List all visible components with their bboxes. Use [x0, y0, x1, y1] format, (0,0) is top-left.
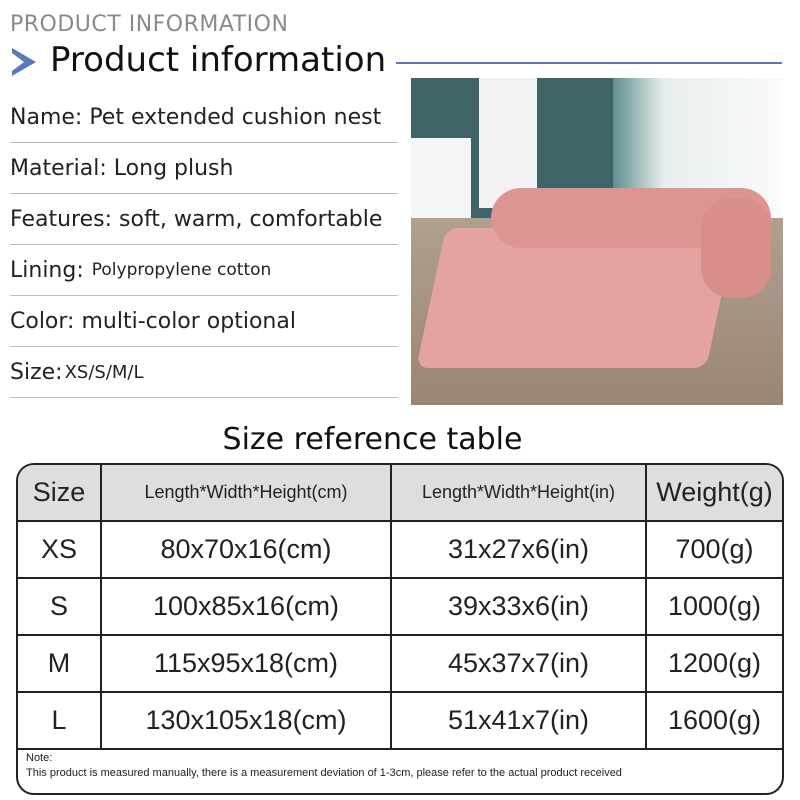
cell: M	[18, 636, 102, 691]
cell: 115x95x18(cm)	[102, 636, 392, 691]
cell: 31x27x6(in)	[392, 522, 647, 577]
header-cell: Size	[18, 465, 102, 520]
cell: 45x37x7(in)	[392, 636, 647, 691]
table-note: Note: This product is measured manually,…	[26, 751, 622, 781]
table-row: L 130x105x18(cm) 51x41x7(in) 1600(g)	[18, 693, 782, 750]
product-photo	[411, 78, 783, 405]
info-value: Polypropylene cotton	[91, 260, 272, 280]
info-label: Name:	[10, 104, 83, 130]
info-label: Size:	[10, 359, 63, 385]
table-row: XS 80x70x16(cm) 31x27x6(in) 700(g)	[18, 522, 782, 579]
cell: 700(g)	[675, 534, 754, 564]
cell: L	[18, 693, 102, 748]
size-table: Size Length*Width*Height(cm) Length*Widt…	[16, 463, 784, 795]
info-value: soft, warm, comfortable	[119, 206, 383, 232]
info-label: Features:	[10, 206, 113, 232]
info-material: Material: Long plush	[10, 143, 398, 194]
info-value: XS/S/M/L	[64, 361, 144, 383]
cell: 130x105x18(cm)	[102, 693, 392, 748]
note-label: Note:	[26, 752, 53, 764]
info-value: Pet extended cushion nest	[89, 104, 382, 130]
cell: 100x85x16(cm)	[102, 579, 392, 634]
info-label: Lining:	[10, 257, 84, 283]
cell: 1000(g)	[667, 591, 762, 621]
header-cell: Length*Width*Height(in)	[392, 465, 647, 520]
table-title: Size reference table	[222, 422, 523, 457]
page-title: Product information	[50, 40, 387, 80]
section-label: PRODUCT INFORMATION	[10, 12, 289, 37]
info-value: multi-color optional	[81, 308, 296, 334]
cell: 51x41x7(in)	[392, 693, 647, 748]
cell: S	[18, 579, 102, 634]
info-name: Name: Pet extended cushion nest	[10, 92, 398, 143]
cell: 1200(g)	[667, 648, 762, 678]
info-label: Material:	[10, 155, 107, 181]
cell: XS	[18, 522, 102, 577]
cell: 1600(g)	[667, 705, 762, 735]
table-row: S 100x85x16(cm) 39x33x6(in) 1000(g)	[18, 579, 782, 636]
info-features: Features: soft, warm, comfortable	[10, 194, 398, 245]
info-size: Size: XS/S/M/L	[10, 347, 398, 398]
arrow-icon	[12, 48, 36, 76]
info-value: Long plush	[113, 155, 234, 181]
info-color: Color: multi-color optional	[10, 296, 398, 347]
header-cell: Length*Width*Height(cm)	[102, 465, 392, 520]
divider	[396, 62, 782, 64]
cell: 80x70x16(cm)	[102, 522, 392, 577]
note-text: This product is measured manually, there…	[26, 767, 622, 779]
table-header: Size Length*Width*Height(cm) Length*Widt…	[18, 465, 782, 522]
info-label: Color:	[10, 308, 75, 334]
info-lining: Lining: Polypropylene cotton	[10, 245, 398, 296]
cell: 39x33x6(in)	[392, 579, 647, 634]
header-cell: Weight(g)	[656, 477, 773, 507]
table-row: M 115x95x18(cm) 45x37x7(in) 1200(g)	[18, 636, 782, 693]
